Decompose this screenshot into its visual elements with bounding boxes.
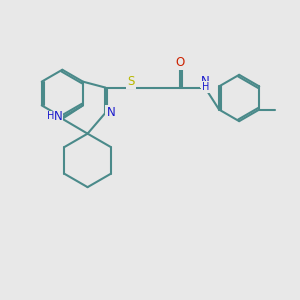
- Text: N: N: [106, 106, 115, 119]
- Text: O: O: [176, 56, 185, 69]
- Text: N: N: [53, 110, 62, 123]
- Text: S: S: [127, 75, 135, 88]
- Text: H: H: [47, 111, 55, 122]
- Text: H: H: [202, 82, 209, 92]
- Text: N: N: [201, 74, 210, 88]
